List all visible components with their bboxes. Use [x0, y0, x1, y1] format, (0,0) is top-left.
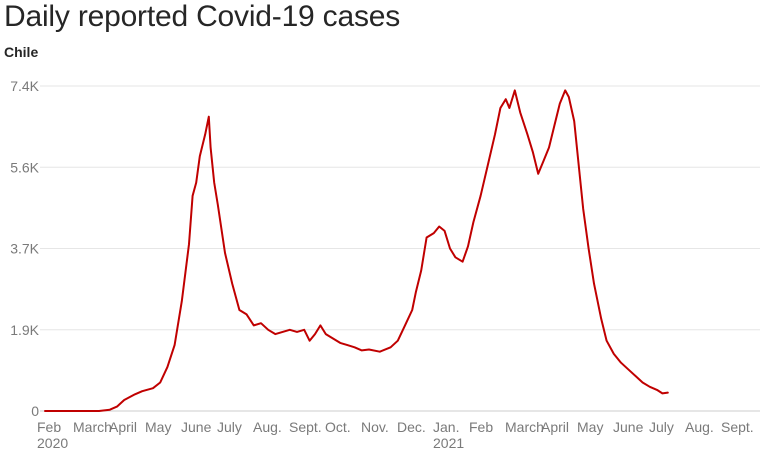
x-tick-label: Oct.	[325, 419, 351, 435]
x-year-label: 2021	[433, 435, 464, 451]
chart-title: Daily reported Covid-19 cases	[4, 0, 401, 33]
x-tick-label: May	[577, 419, 603, 435]
chart-subtitle: Chile	[4, 44, 39, 60]
series-line-0	[44, 89, 669, 412]
x-tick-label: March	[505, 419, 544, 435]
y-tick-label: 7.4K	[10, 78, 39, 94]
x-year-label: 2020	[37, 435, 68, 451]
y-tick-label: 0	[31, 403, 39, 419]
y-tick-label: 5.6K	[10, 159, 39, 175]
x-tick-label: May	[145, 419, 171, 435]
y-axis-ticks: 0 1.9K 3.7K 5.6K 7.4K	[10, 78, 39, 419]
x-tick-label: Aug.	[685, 419, 714, 435]
x-tick-label: Sept.	[289, 419, 322, 435]
x-tick-label: Aug.	[253, 419, 282, 435]
y-tick-label: 1.9K	[10, 322, 39, 338]
x-tick-label: Jan.	[433, 419, 459, 435]
x-tick-label: June	[613, 419, 644, 435]
y-tick-label: 3.7K	[10, 241, 39, 257]
x-tick-label: Feb	[469, 419, 493, 435]
x-tick-label: April	[541, 419, 569, 435]
x-tick-label: Sept.	[721, 419, 754, 435]
x-tick-label: April	[109, 419, 137, 435]
grid-lines	[40, 85, 760, 412]
series-lines	[44, 89, 669, 412]
x-tick-label: Feb	[37, 419, 61, 435]
x-tick-label: July	[217, 419, 242, 435]
x-tick-label: June	[181, 419, 212, 435]
x-tick-label: March	[73, 419, 112, 435]
x-tick-label: Dec.	[397, 419, 426, 435]
x-tick-label: July	[649, 419, 674, 435]
x-tick-label: Nov.	[361, 419, 389, 435]
